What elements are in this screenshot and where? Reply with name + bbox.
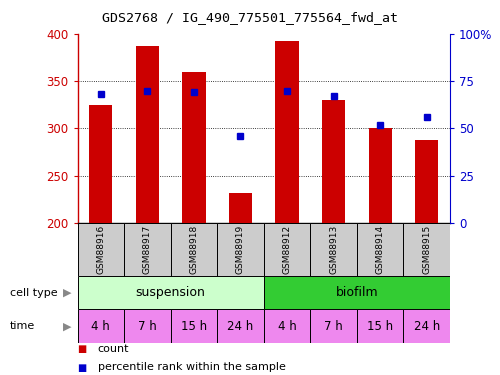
Text: 7 h: 7 h bbox=[138, 320, 156, 333]
Text: percentile rank within the sample: percentile rank within the sample bbox=[98, 363, 286, 372]
Text: 15 h: 15 h bbox=[367, 320, 393, 333]
Text: 4 h: 4 h bbox=[92, 320, 110, 333]
Text: GSM88919: GSM88919 bbox=[236, 225, 245, 274]
Text: GSM88914: GSM88914 bbox=[376, 225, 384, 274]
Bar bbox=[264, 223, 310, 276]
Text: ▶: ▶ bbox=[63, 288, 72, 297]
Bar bbox=[357, 223, 404, 276]
Text: time: time bbox=[10, 321, 35, 331]
Text: 24 h: 24 h bbox=[228, 320, 254, 333]
Bar bbox=[310, 223, 357, 276]
Bar bbox=[368, 129, 392, 223]
Text: biofilm: biofilm bbox=[336, 286, 378, 299]
Bar bbox=[310, 309, 357, 343]
Bar bbox=[264, 309, 310, 343]
Text: ■: ■ bbox=[78, 344, 87, 354]
Text: cell type: cell type bbox=[10, 288, 58, 297]
Bar bbox=[357, 309, 404, 343]
Text: 7 h: 7 h bbox=[324, 320, 343, 333]
Bar bbox=[415, 140, 438, 223]
Text: GSM88913: GSM88913 bbox=[329, 225, 338, 274]
Text: GSM88915: GSM88915 bbox=[422, 225, 431, 274]
Bar bbox=[217, 223, 264, 276]
Bar bbox=[217, 309, 264, 343]
Text: count: count bbox=[98, 344, 129, 354]
Text: GSM88918: GSM88918 bbox=[190, 225, 198, 274]
Text: ■: ■ bbox=[78, 363, 87, 372]
Bar bbox=[124, 223, 170, 276]
Text: GSM88912: GSM88912 bbox=[282, 225, 292, 274]
Bar bbox=[78, 309, 124, 343]
Text: ▶: ▶ bbox=[63, 321, 72, 331]
Text: 15 h: 15 h bbox=[181, 320, 207, 333]
Text: GDS2768 / IG_490_775501_775564_fwd_at: GDS2768 / IG_490_775501_775564_fwd_at bbox=[102, 11, 398, 24]
Text: suspension: suspension bbox=[136, 286, 206, 299]
Bar bbox=[170, 309, 217, 343]
Bar bbox=[136, 46, 159, 223]
Bar bbox=[78, 223, 124, 276]
Bar bbox=[229, 193, 252, 223]
Bar bbox=[124, 309, 170, 343]
Bar bbox=[264, 276, 450, 309]
Text: GSM88917: GSM88917 bbox=[143, 225, 152, 274]
Bar bbox=[78, 276, 264, 309]
Bar bbox=[404, 223, 450, 276]
Bar bbox=[89, 105, 112, 223]
Bar bbox=[404, 309, 450, 343]
Text: 4 h: 4 h bbox=[278, 320, 296, 333]
Bar bbox=[182, 72, 206, 223]
Text: 24 h: 24 h bbox=[414, 320, 440, 333]
Bar bbox=[170, 223, 217, 276]
Bar bbox=[276, 41, 298, 223]
Text: GSM88916: GSM88916 bbox=[96, 225, 106, 274]
Bar bbox=[322, 100, 345, 223]
